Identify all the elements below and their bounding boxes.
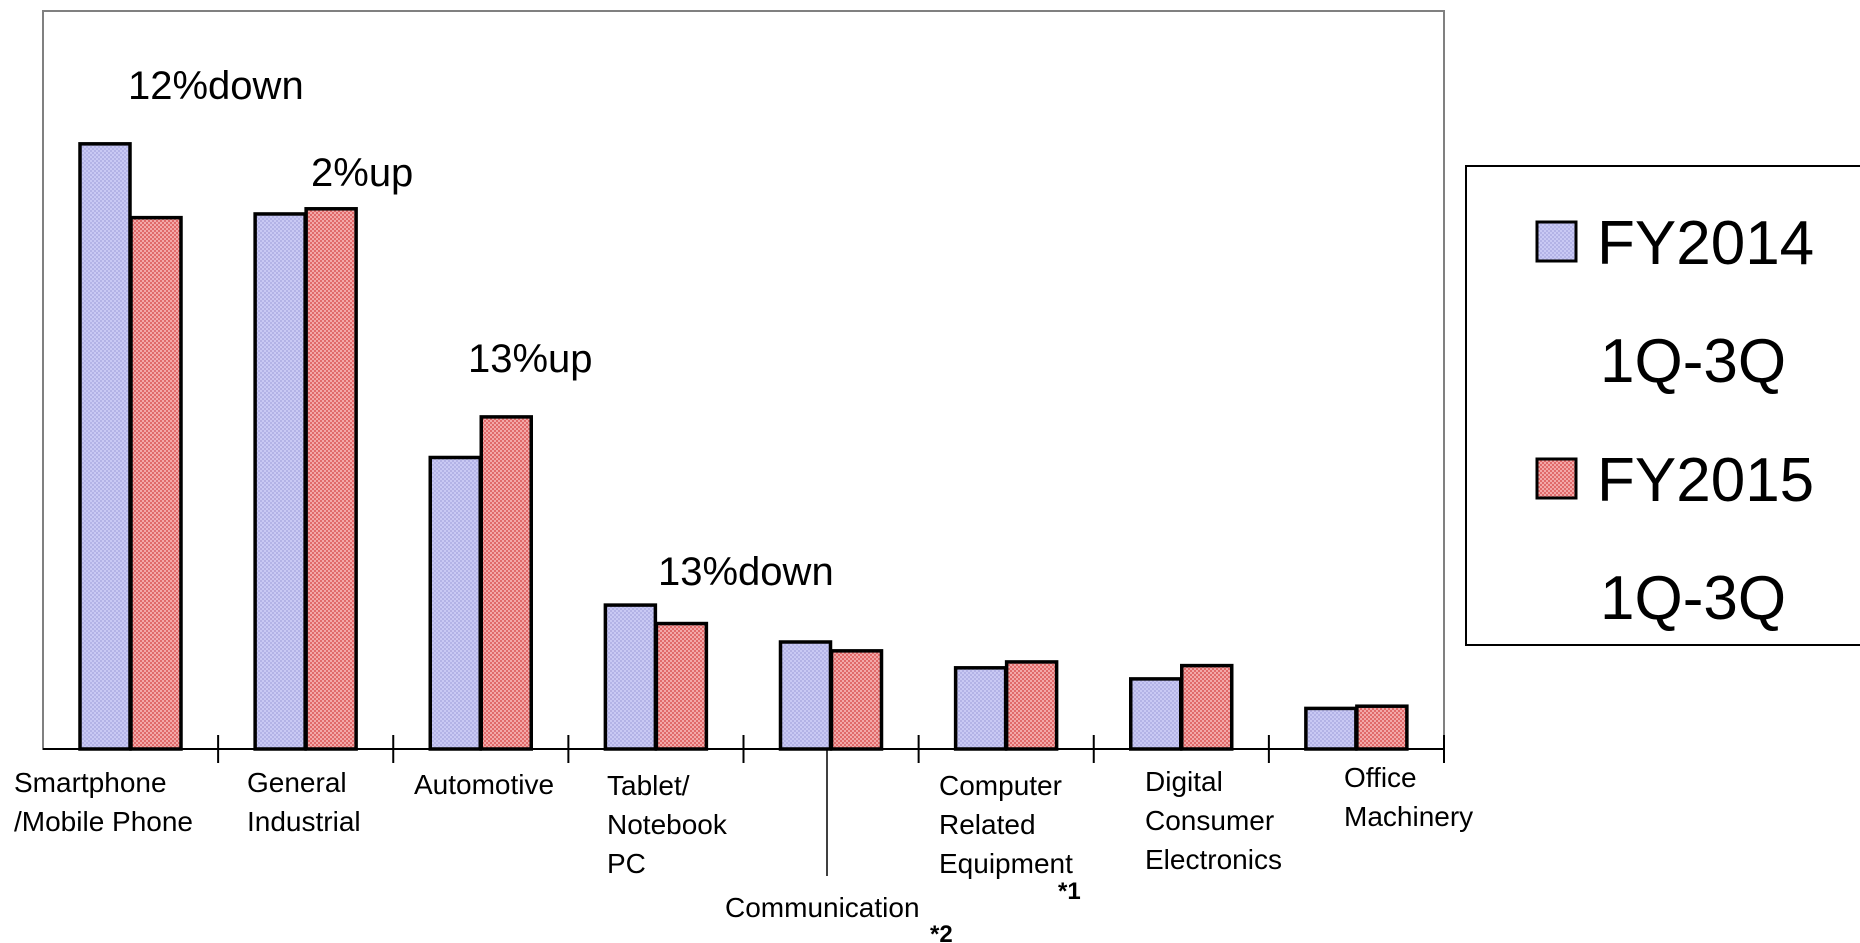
bar-s2-c8 <box>1355 704 1409 751</box>
bar-s1-c3 <box>428 455 482 751</box>
legend-box <box>1465 165 1860 646</box>
category-label: General <box>247 767 347 798</box>
category-label: PC <box>607 848 646 879</box>
legend-label: 1Q-3Q <box>1600 564 1786 633</box>
category-label: Communication <box>725 892 920 923</box>
bar-s2-c5 <box>829 649 884 751</box>
legend-swatch-2 <box>1535 457 1578 500</box>
category-label: Automotive <box>414 769 554 800</box>
change-annotation: 12%down <box>128 64 304 108</box>
bar-s2-c6 <box>1004 660 1059 751</box>
category-label: Electronics <box>1145 844 1282 875</box>
category-label: Office <box>1344 762 1417 793</box>
bar-s1-c8 <box>1304 706 1358 751</box>
legend-label: FY2014 <box>1597 209 1814 278</box>
tick-marks <box>217 735 1445 763</box>
bar-s1-c5 <box>778 640 833 751</box>
bar-s1-c7 <box>1129 677 1183 751</box>
category-label: Machinery <box>1344 801 1473 832</box>
bar-s2-c7 <box>1180 663 1234 751</box>
footnote-marker: *2 <box>930 921 953 943</box>
category-labels-group: Smartphone/Mobile Phone General Industrial… <box>14 749 1473 943</box>
category-label: Digital <box>1145 766 1223 797</box>
category-label: /Mobile Phone <box>14 806 193 837</box>
legend: FY2014 1Q-3Q FY2015 1Q-3Q <box>1465 165 1860 646</box>
legend-label: FY2015 <box>1597 446 1814 515</box>
bar-s1-c2 <box>253 212 307 751</box>
bar-s2-c4 <box>654 621 709 751</box>
category-label: Notebook <box>607 809 728 840</box>
bar-s1-c4 <box>603 603 658 751</box>
footnote-marker: *1 <box>1058 878 1081 905</box>
bar-s2-c3 <box>479 415 533 751</box>
category-label: Computer <box>939 770 1062 801</box>
change-annotation: 13%up <box>468 337 593 381</box>
bar-s1-c6 <box>953 666 1008 751</box>
plot-area <box>42 10 1445 750</box>
bar-s2-c1 <box>129 215 183 751</box>
change-annotation: 13%down <box>658 550 834 594</box>
category-label: Equipment <box>939 848 1073 879</box>
category-label: Tablet/ <box>607 770 690 801</box>
category-label: Industrial <box>247 806 361 837</box>
bar-s1-c1 <box>78 142 132 751</box>
legend-label: 1Q-3Q <box>1600 327 1786 396</box>
change-annotation: 2%up <box>311 151 413 195</box>
category-label: Smartphone <box>14 767 167 798</box>
category-label: Consumer <box>1145 805 1274 836</box>
category-label: Related <box>939 809 1036 840</box>
legend-swatch-1 <box>1535 220 1578 263</box>
bar-s2-c2 <box>304 207 358 751</box>
